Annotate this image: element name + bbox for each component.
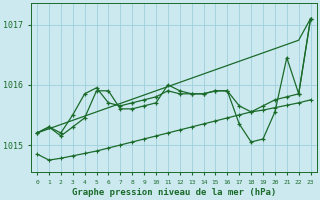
X-axis label: Graphe pression niveau de la mer (hPa): Graphe pression niveau de la mer (hPa) [72,188,276,197]
